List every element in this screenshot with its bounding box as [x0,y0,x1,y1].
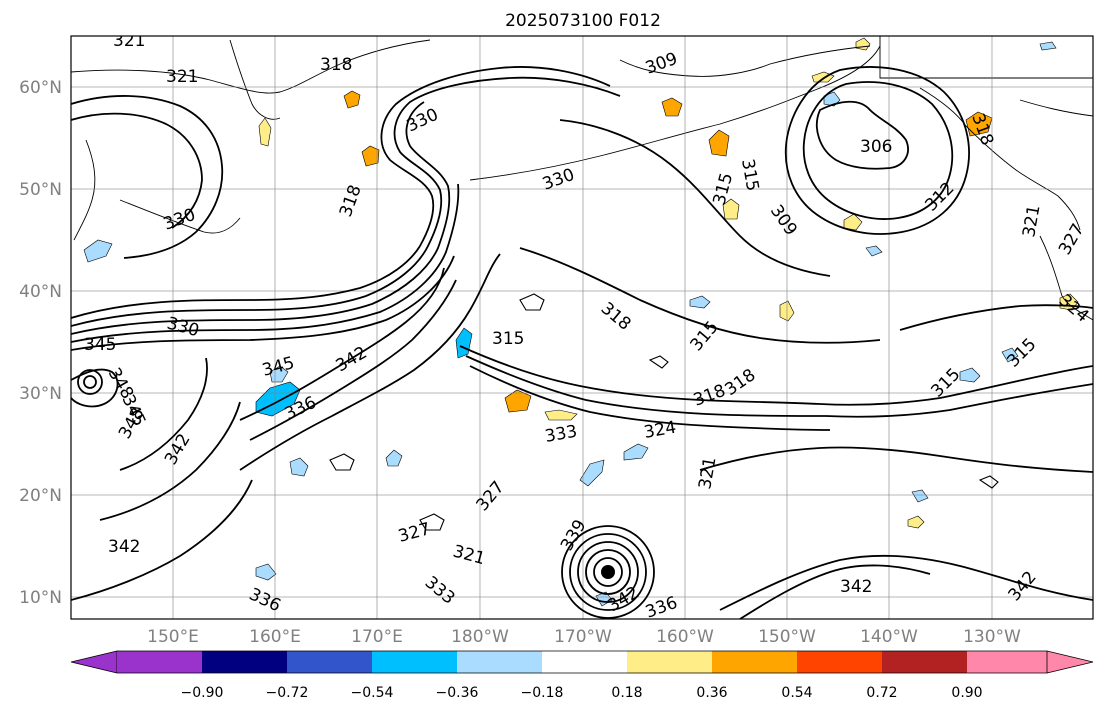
colorbar-tick-label: −0.54 [351,685,394,701]
contour-label: 306 [860,137,892,157]
colorbar-tick-label: −0.90 [181,685,224,701]
colorbar-tick-label: 0.72 [866,685,897,701]
colorbar-segment [797,651,882,673]
y-tick-labels: 60°N 50°N 40°N 30°N 20°N 10°N [19,78,62,608]
colorbar-tick-label: 0.18 [611,685,642,701]
colorbar-tick-label: −0.72 [266,685,309,701]
colorbar-tick-label: 0.54 [781,685,812,701]
theta-contours [71,66,1093,619]
colorbar [70,650,1094,674]
y-tick-label: 20°N [19,486,62,506]
colorbar-tick-label: 0.90 [951,685,982,701]
y-tick-label: 40°N [19,282,62,302]
colorbar-tick-label: −0.36 [436,685,479,701]
contour-label: 318 [320,55,352,75]
y-tick-label: 60°N [19,78,62,98]
colorbar-segment [202,651,287,673]
colorbar-segment [712,651,797,673]
colorbar-segment [542,651,627,673]
colorbar-segment [117,651,202,673]
x-tick-label: 170°E [351,627,403,647]
map-panel: 321 321 318 309 330 330 318 330 315 315 … [71,31,1093,619]
contour-label: 315 [492,329,524,349]
plot-title: 2025073100 F012 [505,11,661,31]
colorbar-tick-label: −0.18 [521,685,564,701]
colorbar-extend-high [1046,650,1094,674]
colorbar-extend-low [70,650,118,674]
gridlines [71,36,1093,619]
colorbar-segment [627,651,712,673]
x-tick-label: 150°W [758,627,816,647]
coastlines [71,36,1093,321]
x-tick-label: 180°W [451,627,509,647]
map-frame [70,35,1094,620]
contour-label: 345 [84,335,116,355]
x-tick-label: 160°W [656,627,714,647]
colorbar-tick-labels: −0.90 −0.72 −0.54 −0.36 −0.18 0.18 0.36 … [181,685,983,701]
colorbar-segment [457,651,542,673]
x-tick-label: 150°E [147,627,199,647]
contour-label: 321 [113,31,145,51]
colorbar-segment [882,651,967,673]
colorbar-segment [372,651,457,673]
x-tick-label: 130°W [963,627,1021,647]
y-tick-label: 50°N [19,180,62,200]
colorbar-segment [287,651,372,673]
contour-label: 342 [840,577,872,597]
colorbar-tick-label: 0.36 [696,685,727,701]
y-tick-label: 30°N [19,384,62,404]
contour-label: 342 [108,537,140,557]
x-tick-labels: 150°E 160°E 170°E 180°W 170°W 160°W 150°… [147,627,1021,647]
y-tick-label: 10°N [19,588,62,608]
x-tick-label: 170°W [554,627,612,647]
shaded-anomalies [83,37,1079,607]
x-tick-label: 160°E [249,627,301,647]
x-tick-label: 140°W [860,627,918,647]
contour-label: 321 [166,67,198,87]
colorbar-segment [967,651,1047,673]
